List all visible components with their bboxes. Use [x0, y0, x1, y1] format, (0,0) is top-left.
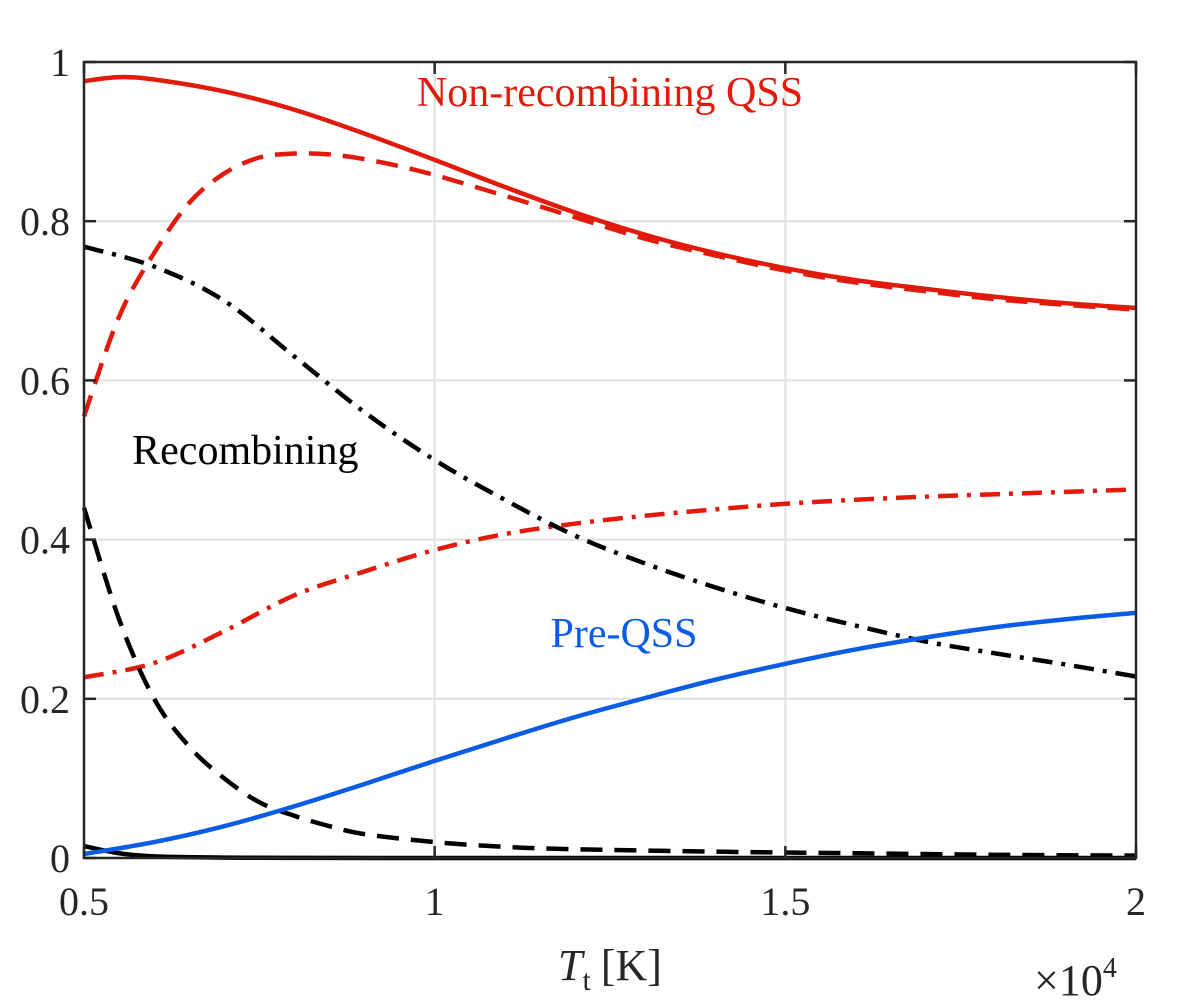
series-red-dashed: [81, 151, 1137, 417]
series-red-solid: [83, 74, 1137, 311]
axis-ticks: 0.5 1 1.5 2 0 0.2 0.4 0.6 0.8 1: [20, 40, 1146, 924]
y-tick-label: 0.6: [20, 358, 70, 403]
gridlines: [84, 62, 1136, 858]
y-tick-label: 0: [50, 836, 70, 881]
y-tick-label: 0.4: [20, 518, 70, 563]
series-blue-solid: [83, 610, 1137, 857]
x-tick-label: 1.5: [760, 879, 810, 924]
y-tick-label: 1: [50, 40, 70, 85]
x-axis-title: Tt [K]: [558, 941, 662, 997]
x-axis-multiplier: ×104: [1034, 953, 1117, 1004]
annotation-label: Recombining: [132, 428, 358, 474]
series-black-dashdot: [83, 244, 1137, 679]
x-tick-label: 1: [425, 879, 445, 924]
y-tick-label: 0.8: [20, 199, 70, 244]
annotation-label: Pre-QSS: [551, 611, 698, 657]
x-tick-label: 0.5: [59, 879, 109, 924]
series-red-dashdot: [83, 487, 1137, 680]
annotation-label: Non-recombining QSS: [417, 70, 803, 116]
series-black-dashed: [81, 507, 1137, 858]
annotations: Non-recombining QSS Recombining Pre-QSS: [132, 70, 803, 657]
plot-frame: [82, 60, 1138, 860]
y-tick-label: 0.2: [20, 677, 70, 722]
plot-background: [84, 62, 1136, 858]
x-tick-label: 2: [1126, 879, 1146, 924]
